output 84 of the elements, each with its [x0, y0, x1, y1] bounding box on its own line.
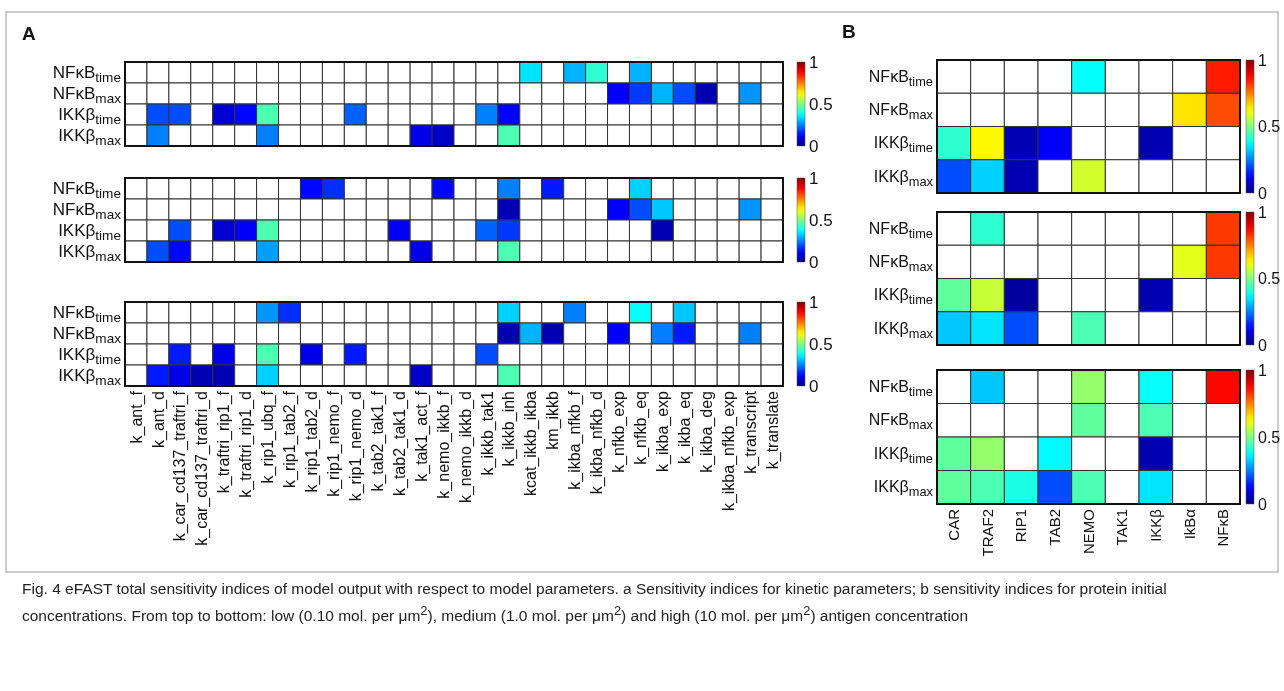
- y-tick-label: IKKβ$_{max}$: [873, 167, 934, 189]
- x-tick-label: NEMO: [1079, 509, 1097, 554]
- y-tick-label: NFκB$_{time}$: [52, 178, 121, 202]
- x-tick-label: k_traftri_rip1_f: [215, 390, 234, 494]
- color-bar-label: 1: [1258, 51, 1267, 69]
- color-bar-label: 0.5: [1258, 428, 1281, 446]
- y-tick-label: NFκB$_{time}$: [52, 302, 121, 326]
- color-bar-label: 0: [1258, 336, 1267, 354]
- color-bar-label: 0: [1258, 495, 1267, 513]
- y-tick-label: NFκB$_{max}$: [52, 199, 122, 223]
- y-tick-label: NFκB$_{max}$: [868, 411, 934, 433]
- x-tick-label: k_ikkb_tak1: [478, 390, 497, 476]
- y-tick-label: NFκB$_{time}$: [868, 219, 933, 241]
- color-bar-label: 0: [1258, 184, 1267, 202]
- y-tick-label: IKKβ$_{max}$: [58, 125, 122, 149]
- x-tick-label: TRAF2: [978, 509, 996, 557]
- x-tick-label: k_car_cd137_traftri_d: [193, 391, 212, 546]
- caption: Fig. 4 eFAST total sensitivity indices of model output with respect to model parameters. a Sensitivity indices for kinetic parameters; b sensitivity indices for protein initial concentrations. From top to bottom: low (0.10 mol. per μm$^{2}$), medium (1.0 mol. per μm$^{2}$) and high (10 mol. per μm$^{2}$) antigen concentration: [22, 579, 1168, 627]
- x-tick-label: k_nfkb_eq: [632, 391, 651, 465]
- x-tick-label: k_ikba_nfkb_d: [588, 391, 607, 495]
- text: A: [22, 23, 36, 44]
- x-tick-label: k_car_cd137_traftri_f: [171, 390, 190, 542]
- color-bar-label: 0.5: [809, 94, 833, 114]
- x-tick-label: TAK1: [1113, 509, 1131, 546]
- x-tick-label: k_nfkb_exp: [610, 390, 629, 473]
- x-tick-label: k_rip1_tab2_d: [303, 391, 322, 493]
- y-tick-label: NFκB$_{time}$: [868, 377, 933, 399]
- x-tick-label: TAB2: [1046, 509, 1064, 546]
- x-tick-label: km_ikkb: [544, 390, 563, 450]
- y-tick-label: NFκB$_{max}$: [868, 101, 934, 122]
- x-tick-label: k_nemo_ikkb_d: [456, 391, 475, 504]
- color-bar-label: 0.5: [1258, 118, 1281, 136]
- x-tick-label: IKKβ: [1147, 508, 1165, 542]
- x-tick-label: k_ikba_exp: [653, 390, 672, 472]
- x-tick-label: k_tak1_act_f: [412, 390, 431, 482]
- y-tick-label: NFκB$_{max}$: [868, 252, 934, 274]
- x-tick-label: NFκB: [1214, 509, 1232, 547]
- x-tick-label: k_ikba_nfkb_exp: [719, 390, 738, 512]
- x-tick-label: k_ikkb_inh: [500, 391, 519, 467]
- x-tick-label: k_rip1_nemo_d: [346, 391, 365, 502]
- y-tick-label: IKKβ$_{max}$: [58, 241, 122, 265]
- color-bar-label: 0.5: [1258, 270, 1281, 288]
- color-bar-label: 0.5: [809, 334, 833, 354]
- x-tick-label: k_traftri_rip1_d: [237, 391, 256, 498]
- color-bar-label: 1: [809, 168, 819, 188]
- x-tick-label: k_ikba_deg: [697, 391, 716, 473]
- x-tick-label: RIP1: [1012, 509, 1030, 543]
- y-tick-label: IKKβ$_{time}$: [58, 220, 121, 244]
- color-bar-label: 1: [1258, 203, 1267, 221]
- color-bar-label: 1: [809, 52, 819, 72]
- y-tick-label: IKKβ$_{time}$: [873, 286, 933, 308]
- y-tick-label: IKKβ$_{max}$: [873, 478, 934, 500]
- y-tick-label: IKKβ$_{time}$: [873, 444, 933, 466]
- color-bar-label: 0: [809, 376, 819, 396]
- y-tick-label: IKKβ$_{max}$: [58, 365, 122, 389]
- color-bar-label: 0: [809, 136, 819, 156]
- text: B: [842, 21, 856, 42]
- color-bar-label: 0: [809, 252, 819, 272]
- x-tick-label: k_ant_f: [127, 390, 146, 444]
- color-bar-label: 1: [809, 292, 819, 312]
- x-tick-label: k_rip1_nemo_f: [324, 390, 343, 497]
- x-tick-label: k_rip1_ubq_f: [259, 390, 278, 484]
- y-tick-label: IKKβ$_{time}$: [58, 104, 121, 128]
- x-tick-label: IkBα: [1180, 508, 1198, 540]
- color-bar-label: 1: [1258, 361, 1267, 379]
- y-tick-label: NFκB$_{max}$: [52, 83, 122, 107]
- y-tick-label: NFκB$_{max}$: [52, 323, 122, 347]
- x-tick-label: k_rip1_tab2_f: [281, 390, 300, 488]
- x-tick-label: k_translate: [763, 390, 782, 470]
- y-tick-label: NFκB$_{time}$: [52, 62, 121, 86]
- x-tick-label: k_ikba_eq: [675, 391, 694, 464]
- y-tick-label: IKKβ$_{time}$: [873, 134, 933, 156]
- x-tick-label: k_transcript: [741, 390, 760, 474]
- x-tick-label: k_tab2_tak1_f: [368, 390, 387, 492]
- x-tick-label: CAR: [945, 508, 963, 541]
- y-tick-label: NFκB$_{time}$: [868, 67, 933, 89]
- color-bar-label: 0.5: [809, 210, 833, 230]
- x-tick-label: kcat_ikkb_ikba: [522, 390, 541, 496]
- y-tick-label: IKKβ$_{max}$: [873, 319, 934, 341]
- x-tick-label: k_ant_d: [149, 391, 168, 448]
- x-tick-label: k_tab2_tak1_d: [390, 391, 409, 496]
- x-tick-label: k_ikba_nfkb_f: [566, 390, 585, 490]
- x-tick-label: k_nemo_ikkb_f: [434, 390, 453, 499]
- y-tick-label: IKKβ$_{time}$: [58, 344, 121, 368]
